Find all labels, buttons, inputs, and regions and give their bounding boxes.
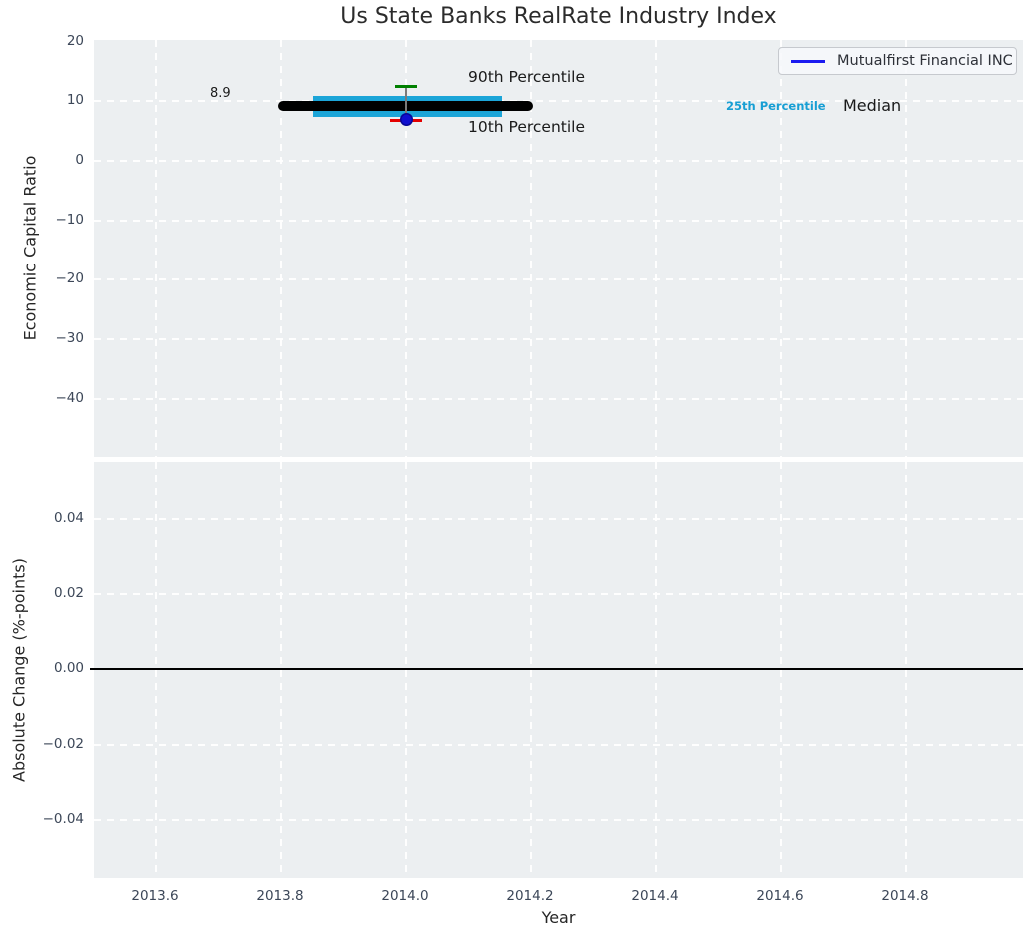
gridline-h [94,819,1023,821]
gridline-v [155,40,157,457]
gridline-v [905,462,907,878]
xtick-label: 2013.6 [131,888,179,904]
top-y-axis-label: Economic Capital Ratio [20,155,40,341]
gridline-h [94,518,1023,520]
gridline-h [94,278,1023,280]
zero-baseline [90,667,1023,670]
ytick-label: 0.00 [53,660,84,676]
bottom-y-axis-label: Absolute Change (%-points) [9,558,29,782]
gridline-v [780,462,782,878]
gridline-v [780,40,782,457]
x-axis-label: Year [541,908,576,927]
ytick-label: −0.02 [42,736,84,752]
ytick-label: 10 [66,92,84,108]
bottom-plot-area [90,462,1023,878]
p90-whisker-cap [395,84,417,88]
xtick-label: 2014.0 [381,888,429,904]
gridline-h [94,593,1023,595]
annotation-10th-percentile: 10th Percentile [468,118,586,136]
xtick-label: 2014.4 [631,888,679,904]
annotation-median: Median [843,96,902,115]
ytick-label: −20 [55,270,85,286]
gridline-v [405,40,407,457]
gridline-h [94,338,1023,340]
gridline-h [94,220,1023,222]
ytick-label: 20 [66,33,84,49]
gridline-v [530,462,532,878]
xtick-label: 2014.8 [881,888,929,904]
ytick-label: 0.04 [53,510,84,526]
legend-line-swatch [791,59,825,63]
gridline-h [94,100,1023,102]
gridline-v [280,462,282,878]
legend: Mutualfirst Financial INC [778,47,1017,75]
top-plot-area: 8.9 90th Percentile 10th Percentile 25th… [94,40,1023,457]
xtick-label: 2014.2 [506,888,554,904]
annotation-25th-percentile: 25th Percentile [726,99,826,113]
gridline-h [94,744,1023,746]
legend-label: Mutualfirst Financial INC [837,53,1013,69]
company-marker-dot [399,113,413,126]
gridline-v [280,40,282,457]
ytick-label: −40 [55,390,85,406]
gridline-h [94,160,1023,162]
gridline-v [905,40,907,457]
gridline-v [405,462,407,878]
value-label: 8.9 [210,86,231,101]
whisker-line [405,87,407,120]
ytick-label: −30 [55,330,85,346]
gridline-v [530,40,532,457]
annotation-90th-percentile: 90th Percentile [468,68,586,86]
xtick-label: 2013.8 [256,888,304,904]
xtick-label: 2014.6 [756,888,804,904]
ytick-label: −0.04 [42,811,84,827]
ytick-label: 0.02 [53,585,84,601]
gridline-v [655,40,657,457]
chart-title: Us State Banks RealRate Industry Index [340,4,777,29]
gridline-v [655,462,657,878]
gridline-v [155,462,157,878]
gridline-h [94,398,1023,400]
ytick-label: 0 [75,152,84,168]
ytick-label: −10 [55,212,85,228]
